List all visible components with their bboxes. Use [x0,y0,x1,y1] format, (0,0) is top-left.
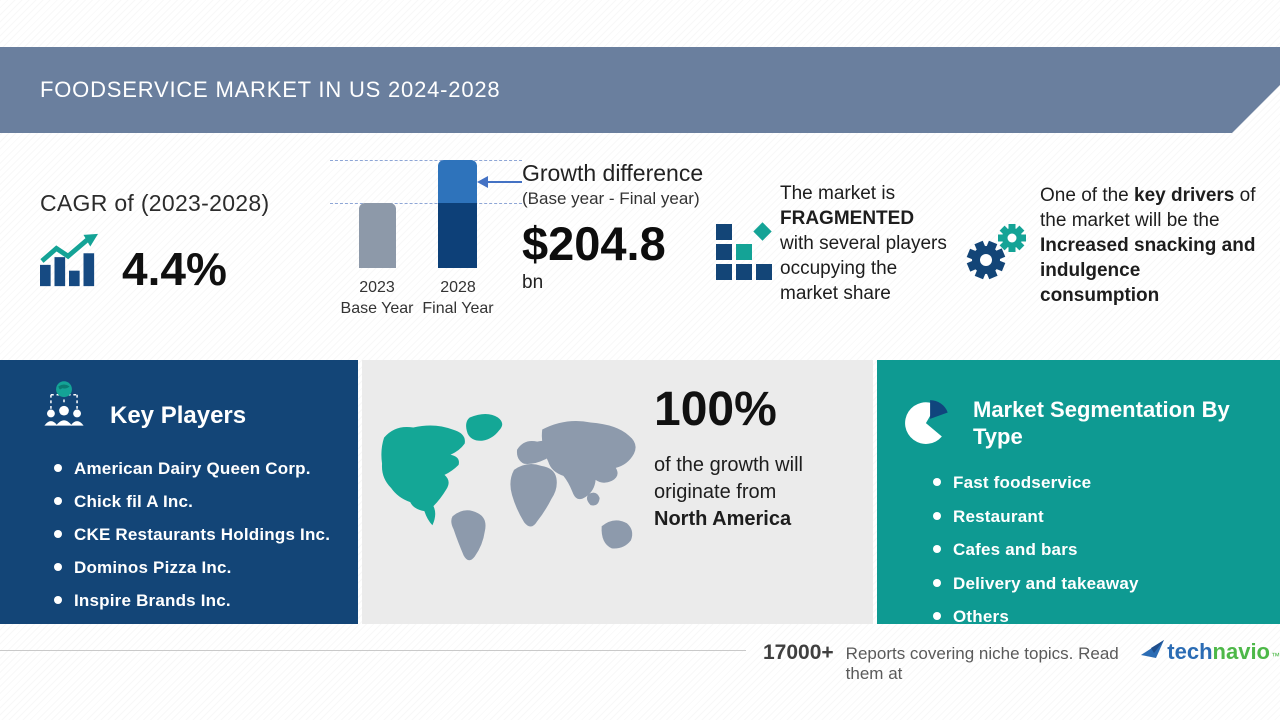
footer-divider [0,650,746,651]
key-players-title: Key Players [110,401,247,429]
regional-growth-panel: 100% of the growth will originate from N… [362,360,873,624]
brand-navio: navio [1212,639,1270,664]
technavio-logo[interactable]: tech navio ™ [1141,638,1280,665]
list-item: Others [933,607,1280,627]
fragmented-icon [716,222,774,287]
list-item: Chick fil A Inc. [54,492,358,512]
bar-2028 [438,160,477,268]
bar-label-2028: 2028 Final Year [422,279,494,317]
list-item: Restaurant [933,507,1280,527]
cagr-growth-icon [40,233,98,294]
list-item: CKE Restaurants Holdings Inc. [54,525,358,545]
footer: 17000+ Reports covering niche topics. Re… [763,638,1280,684]
dashed-gridline-final [330,160,522,161]
growth-subtitle: (Base year - Final year) [522,189,700,208]
growth-arrow-icon [477,176,488,188]
regional-growth-text: 100% of the growth will originate from N… [654,386,803,533]
segmentation-panel: Market Segmentation By Type Fast foodser… [877,360,1280,627]
brand-tech: tech [1167,639,1213,664]
pie-chart-icon [903,396,953,451]
base-vs-final-bar-chart: 2023 Base Year 2028 Final Year [330,153,522,323]
growth-arrow-line [488,181,522,183]
growth-difference-block: Growth difference (Base year - Final yea… [522,160,722,294]
list-item: American Dairy Queen Corp. [54,459,358,479]
key-players-icon [36,380,92,437]
list-item: Delivery and takeaway [933,574,1280,594]
bar-label-2023: 2023 Base Year [340,279,414,317]
regional-growth-line1: of the growth will [654,454,803,476]
list-item: Inspire Brands Inc. [54,591,358,611]
footer-tagline: Reports covering niche topics. Read them… [845,644,1119,683]
segmentation-list: Fast foodservice Restaurant Cafes and ba… [933,473,1280,627]
bar-2028-base-segment [438,203,477,268]
bar-2028-growth-segment [438,160,477,203]
segmentation-title: Market Segmentation By Type [973,397,1230,449]
brand-trademark: ™ [1271,651,1280,661]
key-driver-text: One of the key drivers of the market wil… [1040,185,1256,306]
fragmented-emphasis: FRAGMENTED [780,208,915,229]
key-driver-emphasis-2: Increased snacking and indulgence consum… [1040,235,1256,306]
world-map [374,406,646,579]
key-players-list: American Dairy Queen Corp. Chick fil A I… [54,459,358,611]
list-item: Fast foodservice [933,473,1280,493]
header-band: FOODSERVICE MARKET IN US 2024-2028 [0,47,1280,133]
regional-growth-line2: originate from [654,481,777,503]
list-item: Cafes and bars [933,540,1280,560]
regional-growth-region: North America [654,508,792,530]
technavio-logo-icon [1141,640,1165,658]
dashed-gridline-base [330,203,522,204]
growth-title: Growth difference [522,160,704,186]
reports-count: 17000+ [763,641,834,664]
growth-unit: bn [522,272,544,294]
list-item: Dominos Pizza Inc. [54,558,358,578]
bar-2023 [359,203,396,268]
key-driver-emphasis-1: key drivers [1134,185,1235,206]
page-title: FOODSERVICE MARKET IN US 2024-2028 [40,77,501,102]
cagr-label: CAGR of (2023-2028) [40,190,270,216]
cagr-block: CAGR of (2023-2028) 4.4% [40,190,269,294]
gears-icon [963,220,1031,289]
key-players-panel: Key Players American Dairy Queen Corp. C… [0,360,358,624]
cagr-value: 4.4% [122,243,227,295]
fragmented-text: The market is FRAGMENTED with several pl… [780,183,947,304]
regional-growth-stat: 100% [654,383,777,436]
growth-value: $204.8 [522,217,666,270]
